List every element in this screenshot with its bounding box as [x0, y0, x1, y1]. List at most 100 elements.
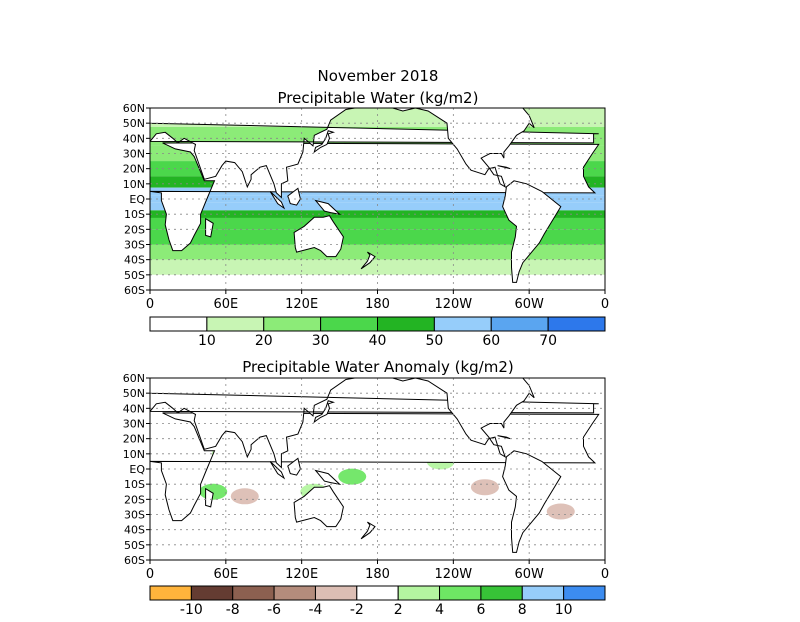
coastline-australia [293, 215, 344, 258]
y-tick-label: 40N [123, 132, 145, 145]
y-tick-label: 20S [124, 493, 145, 506]
coastline-northAmerica [392, 108, 535, 189]
y-tick-label: 20S [124, 223, 145, 236]
y-tick-label: 20N [123, 433, 145, 446]
y-tick-label: 30N [123, 148, 145, 161]
y-tick-label: 60S [124, 284, 145, 297]
coastline-australia [293, 485, 344, 528]
colorbar-swatch [149, 585, 192, 601]
x-tick-label: 120W [434, 567, 472, 582]
anomaly-colorbar: -10 -8 -6 -4 -2 2 4 6 8 10 [149, 585, 606, 618]
colorbar-swatch [433, 316, 492, 332]
coastline-borneo [287, 187, 301, 206]
colorbar-label: 30 [312, 333, 330, 349]
y-tick-label: 10N [123, 448, 145, 461]
y-tick-label: EQ [129, 193, 145, 206]
grid [150, 378, 605, 560]
y-tick-label: 50S [124, 539, 145, 552]
chart-subtitle: Precipitable Water (kg/m2) [278, 89, 479, 107]
pw-band [150, 210, 605, 218]
colorbar-swatch [356, 585, 399, 601]
coastline-japan [313, 400, 336, 424]
colorbar-swatch [521, 585, 565, 601]
colorbar-swatch [190, 585, 234, 601]
x-tick-label: 120W [434, 297, 472, 312]
coastlines [150, 108, 600, 283]
colorbar-label: 4 [435, 602, 444, 618]
x-tick-label: 120E [285, 297, 318, 312]
y-tick-label: 30S [124, 509, 145, 522]
coastline-newGuinea [314, 469, 342, 485]
y-tick-label: 60N [123, 102, 145, 115]
precipitable-water-colorbar: 10 20 30 40 50 60 70 [149, 316, 606, 349]
colorbar-swatch [480, 585, 523, 601]
pw-band [150, 202, 605, 211]
colorbar-label: 50 [425, 333, 443, 349]
coastline-southAmerica [502, 180, 562, 283]
colorbar-swatch [263, 316, 322, 332]
y-tick-label: 50N [123, 387, 145, 400]
y-tick-label: 40S [124, 254, 145, 267]
coastline-sumatra [269, 461, 286, 480]
coastline-newZealand [360, 251, 376, 270]
coastline-madagascar [205, 217, 214, 238]
coastline-newGuinea [314, 199, 342, 215]
x-tick-label: 0 [601, 567, 609, 582]
x-tick-label: 60E [213, 297, 238, 312]
coastline-cuba [497, 435, 511, 440]
coastline-madagascar [205, 487, 214, 508]
colorbar-swatch [314, 585, 358, 601]
y-tick-label: 10N [123, 178, 145, 191]
x-tick-label: 0 [601, 297, 609, 312]
x-tick-label: 0 [146, 567, 154, 582]
colorbar-swatch [320, 316, 378, 332]
coastline-cuba [497, 165, 511, 170]
colorbar-swatch [273, 585, 316, 601]
coastline-southAmerica [502, 450, 562, 553]
colorbar-label: 10 [198, 333, 216, 349]
x-tick-label: 60W [514, 567, 544, 582]
colorbar-label: 6 [476, 602, 485, 618]
colorbar-swatch [397, 585, 441, 601]
colorbar-label: 70 [539, 333, 557, 349]
y-tick-label: 60S [124, 554, 145, 567]
x-tick-label: 180 [365, 567, 390, 582]
y-tick-label: 40S [124, 524, 145, 537]
coastline-europeAsia [150, 108, 599, 199]
colorbar-label: 2 [394, 602, 403, 618]
pw-band [150, 259, 605, 275]
coastline-borneo [287, 457, 301, 476]
colorbar-swatch [547, 316, 606, 332]
coastline-northAmerica [392, 378, 535, 459]
y-tick-label: 10S [124, 478, 145, 491]
colorbar-label: -8 [226, 602, 240, 618]
coastlines [150, 378, 600, 553]
anomaly-blob [546, 503, 575, 520]
y-tick-label: 10S [124, 208, 145, 221]
y-tick-label: 40N [123, 402, 145, 415]
colorbar-swatch [149, 316, 208, 332]
colorbar-label: -10 [180, 602, 203, 618]
x-tick-label: 0 [146, 297, 154, 312]
grid [150, 108, 605, 290]
colorbar-label: 60 [482, 333, 500, 349]
anomaly-blob [230, 488, 259, 505]
colorbar-label: -2 [350, 602, 364, 618]
colorbar-swatch [206, 316, 265, 332]
pw-band [150, 229, 605, 245]
colorbar-swatch [490, 316, 549, 332]
colorbar-label: 20 [255, 333, 273, 349]
anomaly-blob [199, 483, 228, 500]
coastline-japan [313, 130, 336, 154]
y-tick-label: 50N [123, 117, 145, 130]
colorbar-label: 8 [518, 602, 527, 618]
x-tick-label: 180 [365, 297, 390, 312]
anomaly-chart-title: Precipitable Water Anomaly (kg/m2) [242, 358, 514, 376]
colorbar-label: 10 [555, 602, 573, 618]
colorbar-label: -4 [308, 602, 322, 618]
y-tick-label: EQ [129, 463, 145, 476]
coastline-europeAsia [150, 378, 599, 469]
colorbar-label: -6 [267, 602, 281, 618]
